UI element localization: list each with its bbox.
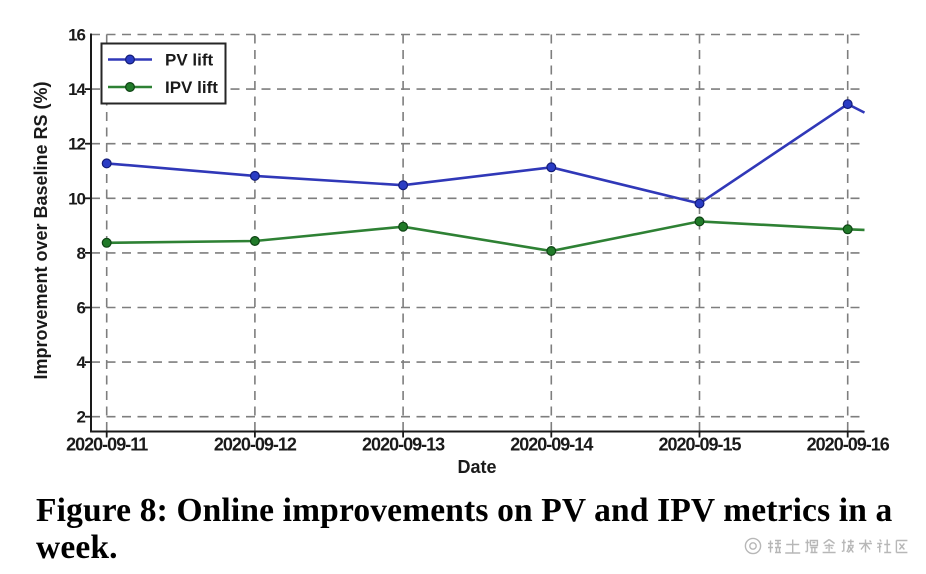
svg-text:Improvement over Baseline RS (: Improvement over Baseline RS (%): [31, 81, 51, 379]
svg-text:2020-09-13: 2020-09-13: [362, 435, 445, 455]
svg-text:10: 10: [68, 189, 85, 208]
svg-text:PV lift: PV lift: [165, 51, 214, 70]
svg-text:12: 12: [68, 135, 85, 154]
svg-text:Date: Date: [457, 457, 496, 477]
svg-text:14: 14: [68, 80, 86, 99]
svg-text:2020-09-12: 2020-09-12: [214, 435, 297, 455]
svg-text:6: 6: [77, 299, 86, 318]
svg-text:2020-09-11: 2020-09-11: [66, 435, 148, 455]
svg-text:2020-09-14: 2020-09-14: [510, 435, 593, 455]
svg-text:2020-09-16: 2020-09-16: [807, 435, 890, 455]
svg-text:16: 16: [68, 26, 85, 45]
svg-text:4: 4: [77, 353, 87, 372]
svg-text:2020-09-15: 2020-09-15: [658, 435, 741, 455]
svg-text:2: 2: [77, 408, 86, 427]
svg-text:8: 8: [77, 244, 86, 263]
svg-text:IPV lift: IPV lift: [165, 78, 218, 97]
